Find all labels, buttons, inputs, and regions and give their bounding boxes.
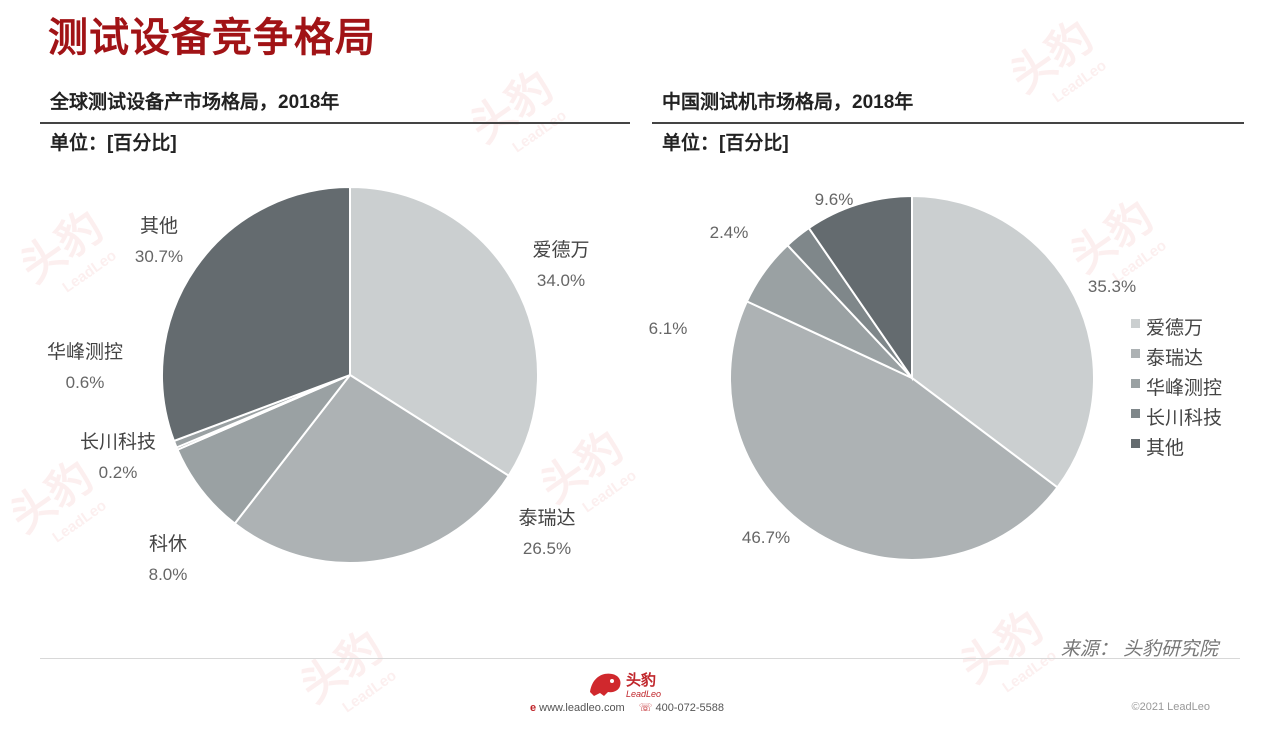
legend-label-0: 爱德万 bbox=[1146, 317, 1203, 339]
legend-swatch-1 bbox=[1131, 349, 1140, 358]
left-slice-value-1: 26.5% bbox=[523, 539, 571, 558]
legend-swatch-0 bbox=[1131, 319, 1140, 328]
left-slice-value-0: 34.0% bbox=[537, 271, 585, 290]
left-unit-label: 单位：[百分比] bbox=[50, 133, 177, 154]
svg-text:头豹: 头豹 bbox=[626, 671, 656, 689]
copyright: ©2021 LeadLeo bbox=[1131, 701, 1210, 713]
svg-text:LeadLeo: LeadLeo bbox=[626, 689, 661, 699]
left-title-divider bbox=[40, 122, 630, 124]
phone-icon: ☏ bbox=[638, 702, 653, 714]
left-pie-slice-5 bbox=[161, 185, 351, 443]
left-slice-value-3: 0.2% bbox=[99, 463, 138, 482]
right-pie-slice-1 bbox=[729, 300, 1059, 561]
right-pie-slice-4 bbox=[807, 194, 913, 382]
legend-label-3: 长川科技 bbox=[1146, 407, 1222, 429]
right-slice-value-0: 35.3% bbox=[1088, 277, 1136, 296]
left-slice-label-3: 长川科技 bbox=[80, 431, 156, 453]
left-slice-label-5: 其他 bbox=[140, 215, 178, 237]
right-slice-value-4: 9.6% bbox=[815, 190, 854, 209]
footer-divider bbox=[40, 658, 1240, 659]
legend-swatch-4 bbox=[1131, 439, 1140, 448]
website-link[interactable]: e www.leadleo.com bbox=[530, 701, 625, 714]
left-slice-value-2: 8.0% bbox=[149, 565, 188, 584]
left-slice-label-4: 华峰测控 bbox=[47, 341, 123, 363]
right-slice-value-3: 2.4% bbox=[710, 223, 749, 242]
legend-label-2: 华峰测控 bbox=[1146, 377, 1222, 399]
legend-label-4: 其他 bbox=[1146, 437, 1184, 459]
left-pie-slice-1 bbox=[233, 373, 511, 564]
right-chart-title: 中国测试机市场格局，2018年 bbox=[662, 92, 914, 113]
left-pie-slice-2 bbox=[176, 374, 351, 525]
leadleo-logo: 头豹 LeadLeo bbox=[586, 666, 696, 705]
left-pie-slice-0 bbox=[349, 185, 539, 478]
page-title: 测试设备竞争格局 bbox=[48, 16, 376, 60]
source-note: 来源： 头豹研究院 bbox=[1060, 639, 1218, 660]
left-slice-value-4: 0.6% bbox=[66, 373, 105, 392]
left-slice-label-1: 泰瑞达 bbox=[518, 507, 575, 529]
phone-number: ☏ 400-072-5588 bbox=[638, 702, 724, 714]
right-pie-slice-0 bbox=[911, 194, 1095, 489]
legend-label-1: 泰瑞达 bbox=[1146, 347, 1203, 369]
left-slice-label-0: 爱德万 bbox=[532, 239, 589, 261]
right-unit-label: 单位：[百分比] bbox=[662, 133, 789, 154]
legend-swatch-3 bbox=[1131, 409, 1140, 418]
globe-icon: e bbox=[530, 701, 537, 714]
right-slice-value-2: 6.1% bbox=[649, 319, 688, 338]
footer-contact: e www.leadleo.com ☏ 400-072-5588 bbox=[530, 701, 724, 715]
legend-swatch-2 bbox=[1131, 379, 1140, 388]
left-slice-value-5: 30.7% bbox=[135, 247, 183, 266]
right-slice-value-1: 46.7% bbox=[742, 528, 790, 547]
left-chart-title: 全球测试设备产市场格局，2018年 bbox=[50, 92, 340, 113]
left-slice-label-2: 科休 bbox=[149, 533, 187, 555]
right-title-divider bbox=[652, 122, 1244, 124]
